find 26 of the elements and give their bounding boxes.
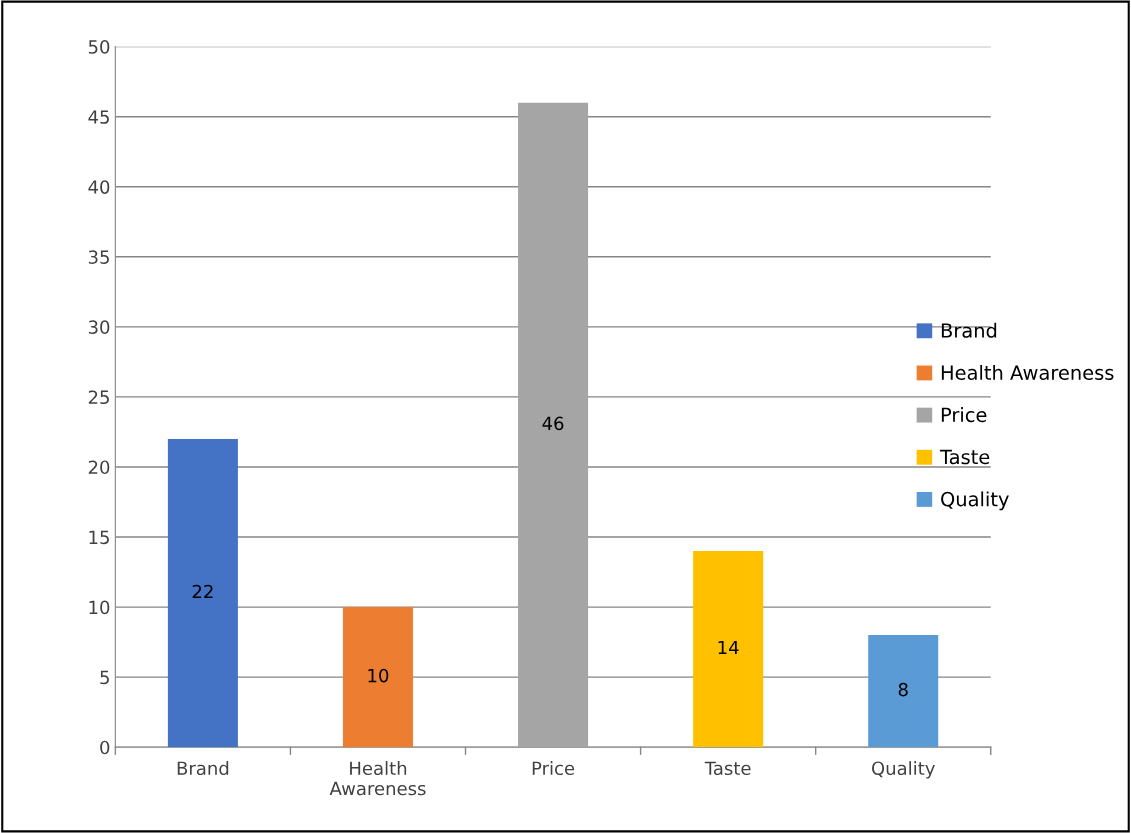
x-tick-label: Health Awareness <box>329 761 426 796</box>
x-tick-label: Price <box>532 761 575 776</box>
y-tick-label: 40 <box>88 180 110 194</box>
y-tick-label: 15 <box>89 530 109 545</box>
y-tick-label: 30 <box>88 320 110 334</box>
data-label: 46 <box>542 416 564 431</box>
legend-label: Taste <box>939 449 990 465</box>
y-tick-label: 10 <box>89 600 110 615</box>
data-label: 22 <box>192 584 213 599</box>
y-tick-label: 0 <box>100 740 110 755</box>
x-tick-label: Brand <box>177 761 229 776</box>
y-tick-label: 20 <box>88 460 110 475</box>
x-tick-label: Taste <box>704 761 751 776</box>
y-tick-label: 35 <box>88 250 109 264</box>
y-tick-label: 5 <box>100 670 109 685</box>
legend-label: Quality <box>941 491 1009 511</box>
y-tick-label: 45 <box>88 110 109 124</box>
data-label: 8 <box>898 682 908 697</box>
legend-label: Price <box>941 407 987 423</box>
data-label: 14 <box>718 640 739 655</box>
y-tick-label: 25 <box>88 390 109 405</box>
legend-label: Brand <box>941 322 997 338</box>
x-tick-label: Quality <box>871 761 935 779</box>
data-label: 10 <box>368 668 389 683</box>
legend-label: Health Awareness <box>941 364 1114 380</box>
y-tick-label: 50 <box>88 40 110 54</box>
